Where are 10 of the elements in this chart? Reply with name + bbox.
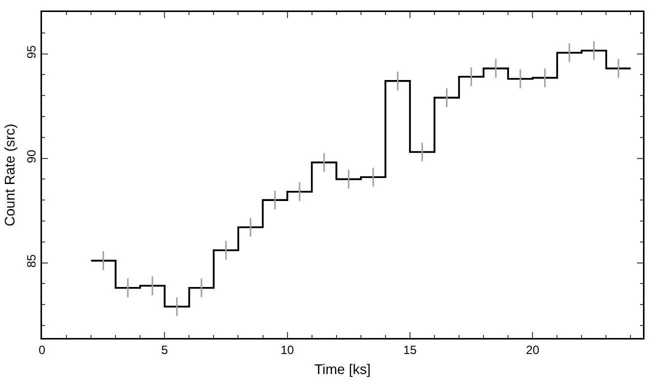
x-tick-label: 15 <box>403 342 417 357</box>
x-tick-label: 20 <box>526 342 540 357</box>
y-tick-label: 85 <box>24 254 39 268</box>
x-tick-label: 0 <box>38 342 46 357</box>
y-tick-label: 90 <box>24 149 39 164</box>
x-axis-title: Time [ks] <box>314 360 371 377</box>
y-tick-label: 95 <box>24 44 39 59</box>
x-tick-label: 10 <box>280 342 294 357</box>
y-axis-title: Count Rate (src) <box>2 124 18 226</box>
x-tick-label: 5 <box>161 342 168 357</box>
